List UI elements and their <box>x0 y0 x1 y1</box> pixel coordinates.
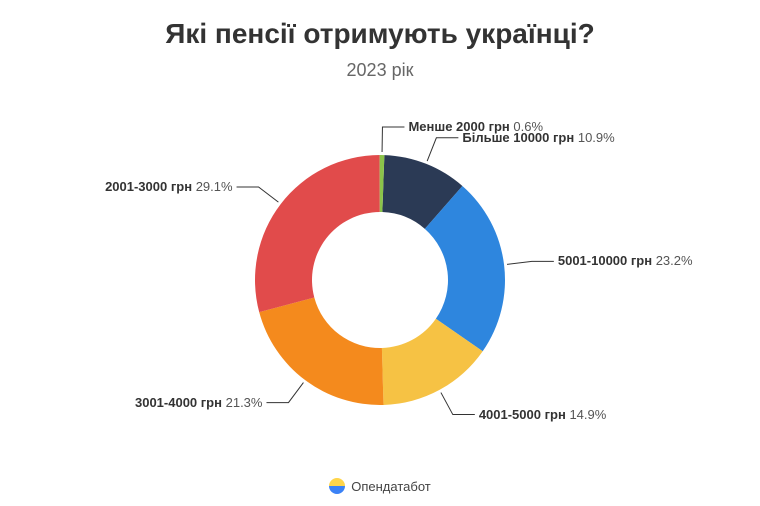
leader-line <box>382 127 404 152</box>
leader-line <box>441 393 475 415</box>
leader-line <box>427 138 458 161</box>
chart-subtitle: 2023 рік <box>0 60 760 81</box>
leader-line <box>507 261 554 264</box>
chart-title: Які пенсії отримують українці? <box>0 18 760 50</box>
donut-svg <box>0 90 760 460</box>
infographic-container: Які пенсії отримують українці? 2023 рік … <box>0 0 760 506</box>
leader-line <box>237 187 279 202</box>
brand-icon <box>329 478 345 494</box>
donut-slice <box>255 155 380 312</box>
leader-line <box>266 383 303 403</box>
footer-attribution: Опендатабот <box>0 478 760 494</box>
donut-chart: Більше 10000 грн 10.9%5001-10000 грн 23.… <box>0 90 760 460</box>
donut-slice <box>259 298 383 405</box>
footer-label: Опендатабот <box>351 479 430 494</box>
